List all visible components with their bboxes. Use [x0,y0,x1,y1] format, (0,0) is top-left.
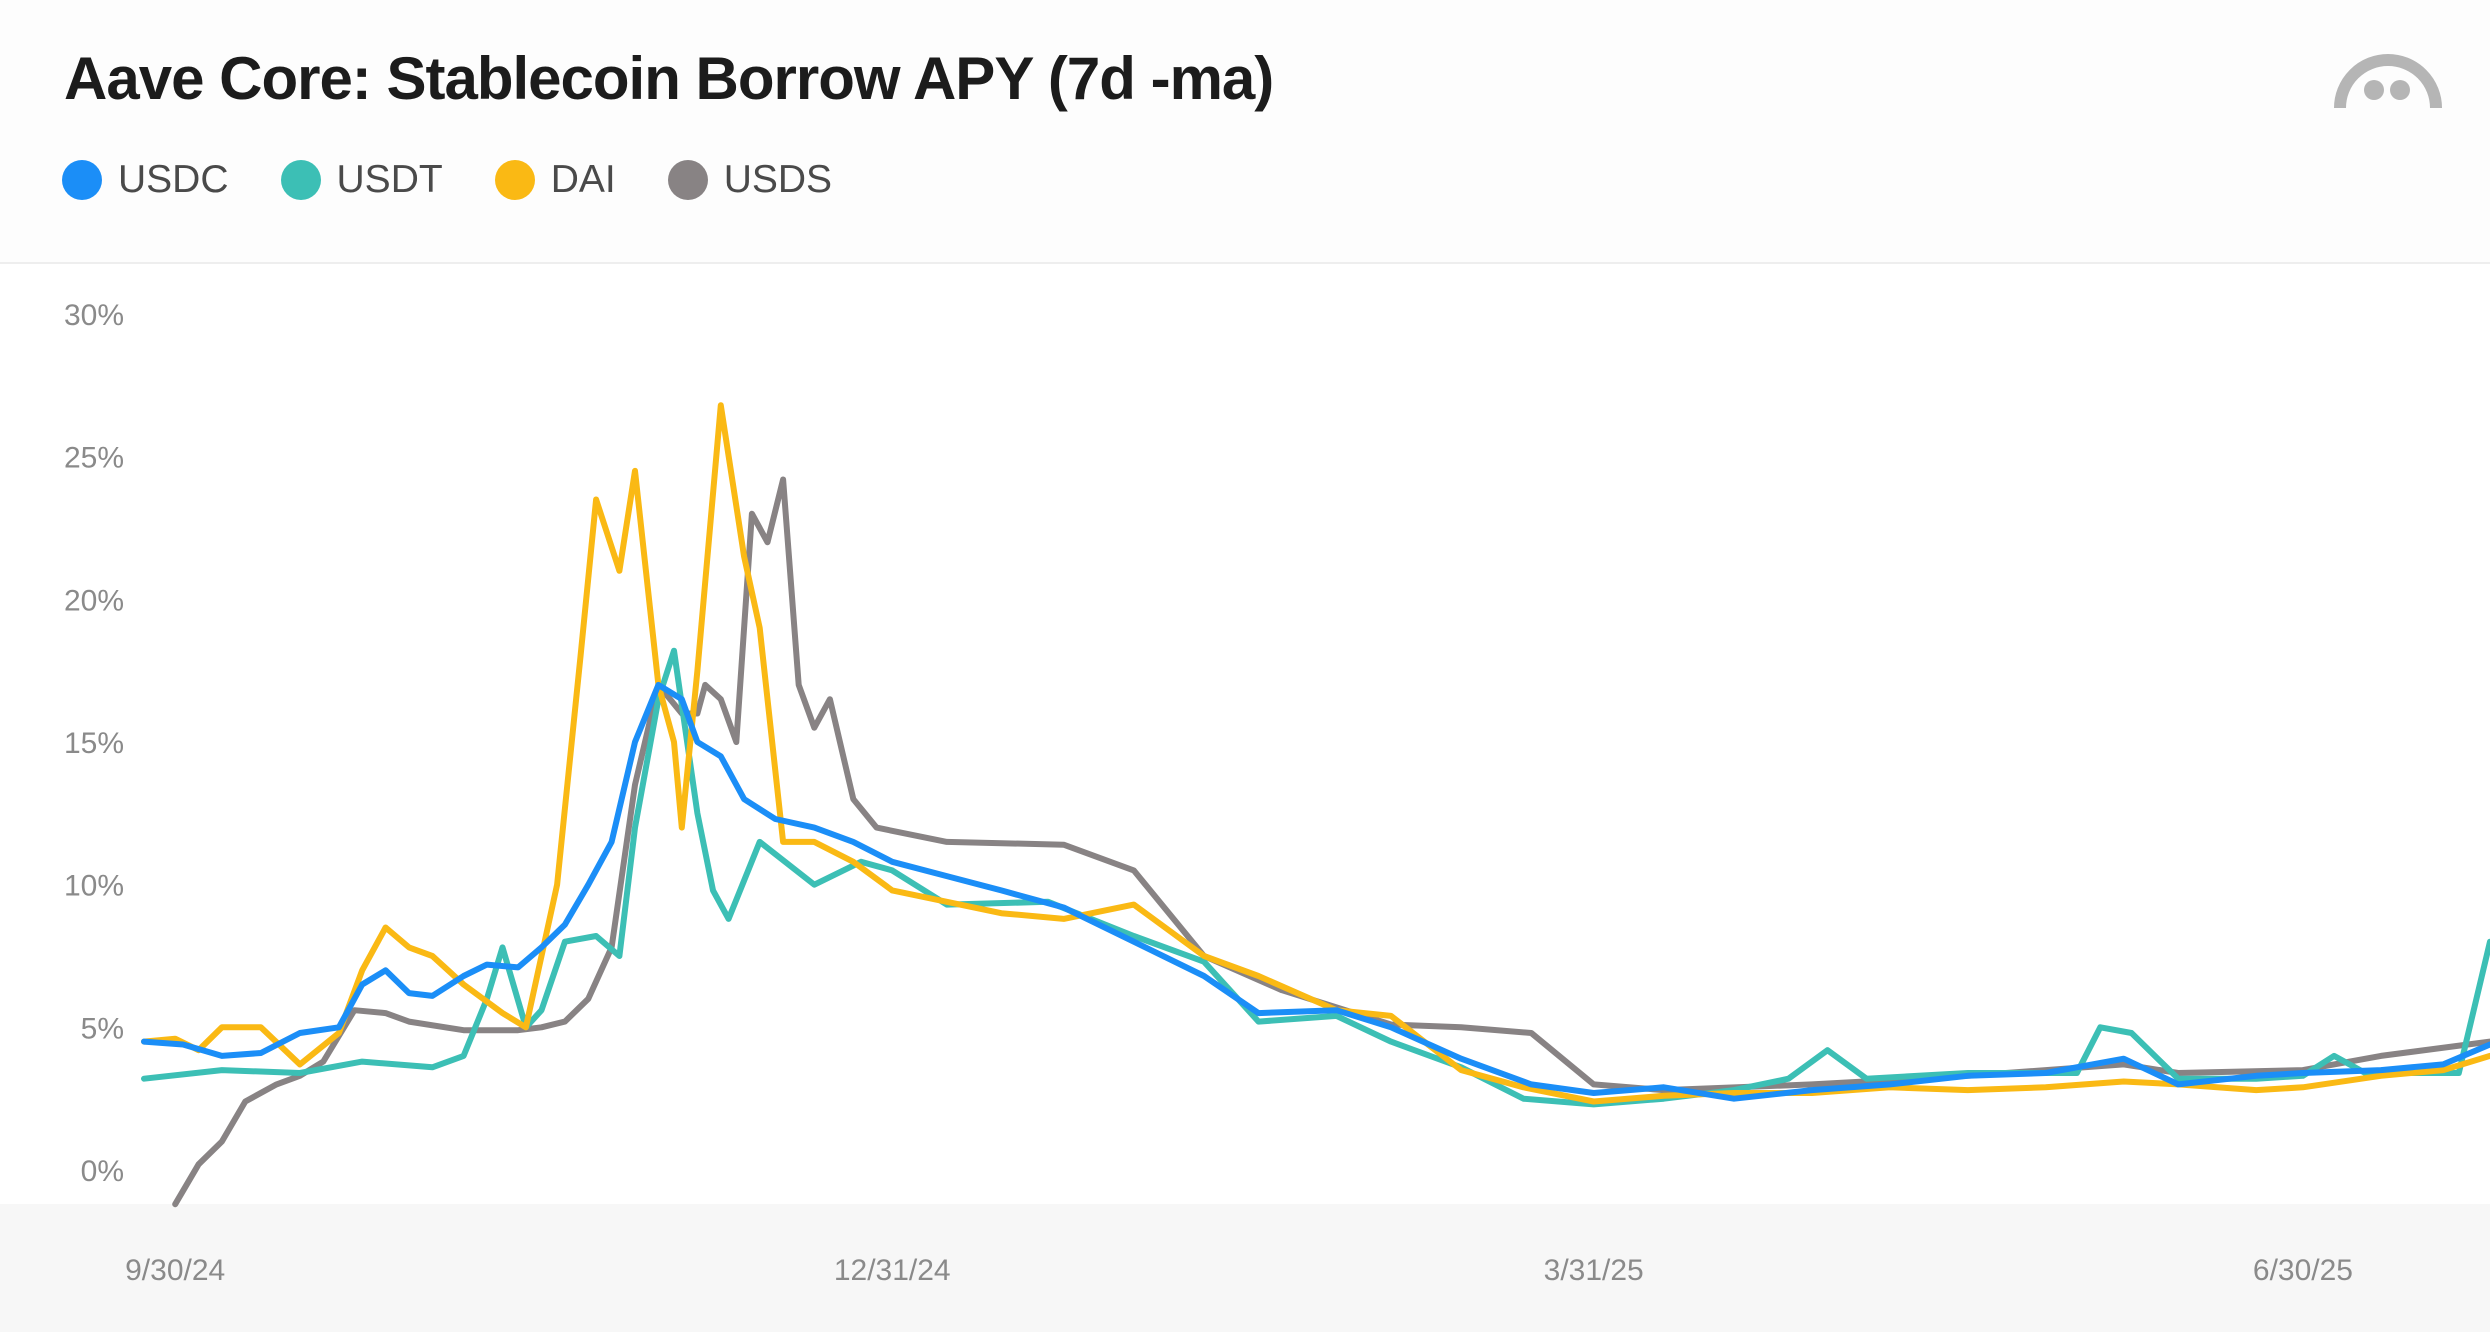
y-tick-label: 10% [64,870,124,903]
legend-item-dai[interactable]: DAI [494,158,616,202]
legend-swatch [280,160,321,200]
y-axis: 0% 5% 10% 15% 20% 25% 30% [64,299,124,1188]
chart-legend: USDC USDT DAI USDS [62,158,884,202]
y-tick-label: 0% [81,1155,124,1188]
y-tick-label: 25% [64,442,124,475]
chart-header: Aave Core: Stablecoin Borrow APY (7d -ma… [0,0,2490,264]
legend-swatch [62,160,102,200]
legend-swatch [667,160,708,200]
chart-title: Aave Core: Stablecoin Borrow APY (7d -ma… [64,45,1274,112]
y-tick-label: 5% [81,1012,124,1045]
series-line-usdt[interactable] [141,647,2490,1108]
y-tick-label: 15% [64,727,124,760]
x-tick-label: 3/31/25 [1544,1254,1644,1287]
legend-item-usdt[interactable]: USDT [280,158,443,202]
legend-label: DAI [550,158,616,201]
x-tick-label: 12/31/24 [834,1254,951,1287]
y-tick-label: 30% [64,299,124,332]
dune-logo-icon[interactable] [2334,44,2442,112]
series-line-usdc[interactable] [141,681,2490,1102]
x-axis-band [0,1204,2490,1332]
y-tick-label: 20% [64,584,124,617]
legend-label: USDT [336,158,443,201]
series-lines [141,402,2490,1208]
legend-item-usdc[interactable]: USDC [62,158,229,202]
x-tick-label: 9/30/24 [125,1254,225,1287]
series-line-usds[interactable] [172,476,2490,1208]
series-line-dai[interactable] [141,402,2490,1105]
legend-label: USDS [723,158,833,201]
legend-item-usds[interactable]: USDS [667,158,833,202]
x-tick-label: 6/30/25 [2253,1254,2353,1287]
x-axis: 9/30/24 12/31/24 3/31/25 6/30/25 [125,1254,2353,1287]
legend-label: USDC [118,158,229,201]
legend-swatch [494,160,535,200]
plot-area [0,264,2490,1204]
